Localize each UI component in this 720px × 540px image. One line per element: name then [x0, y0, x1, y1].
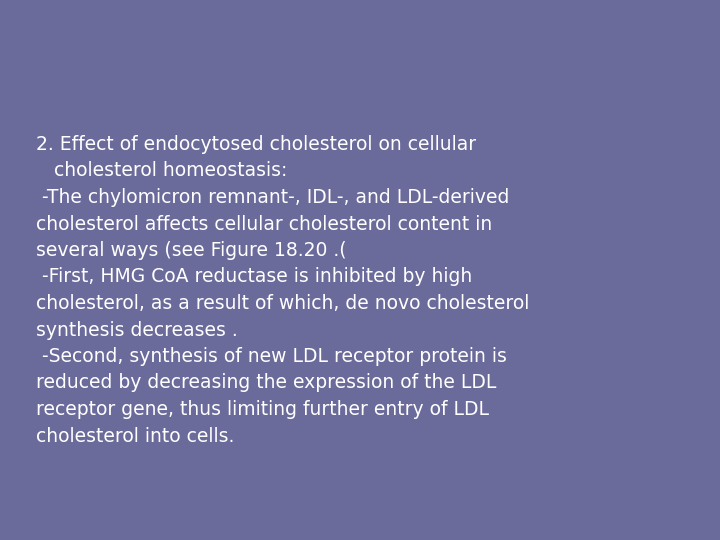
Text: 2. Effect of endocytosed cholesterol on cellular
   cholesterol homeostasis:
 -T: 2. Effect of endocytosed cholesterol on …: [36, 135, 529, 446]
